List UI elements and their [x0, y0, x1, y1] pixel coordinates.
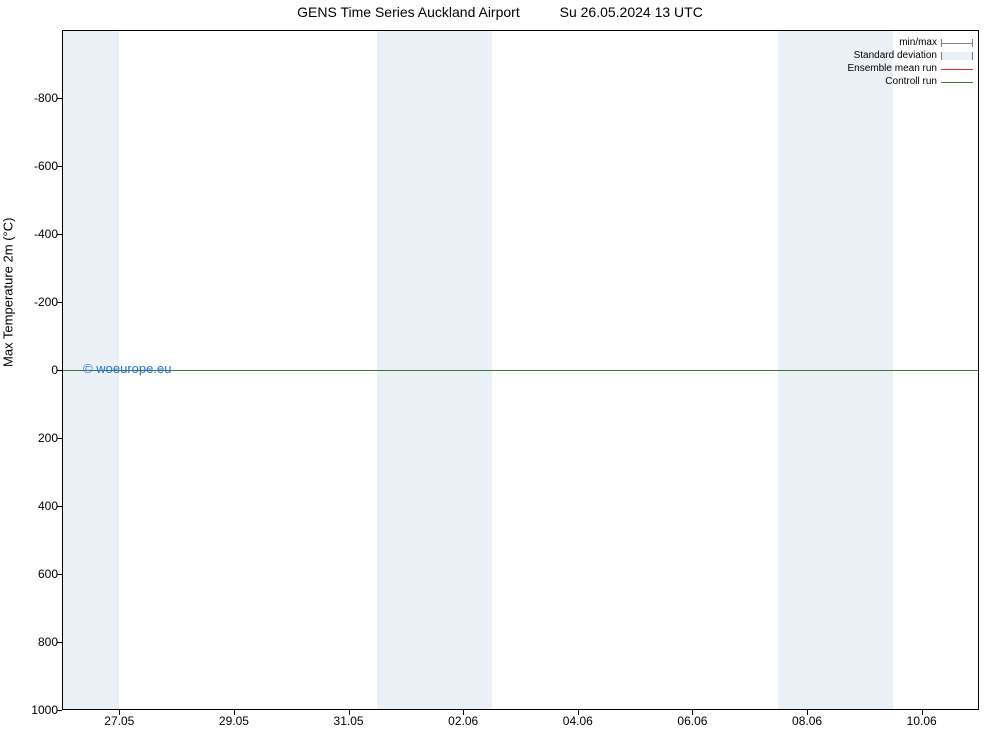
- legend-item-label: min/max: [899, 37, 941, 48]
- y-tick-label: 400: [38, 499, 58, 513]
- y-tick-label: -800: [34, 91, 58, 105]
- legend-swatch: [941, 51, 973, 61]
- watermark-text: © woeurope.eu: [83, 361, 171, 376]
- chart-title-right: Su 26.05.2024 13 UTC: [560, 4, 703, 20]
- x-tick-mark: [234, 710, 235, 715]
- chart-plot-area: © woeurope.eu min/max Standard deviation E…: [62, 30, 979, 710]
- y-tick-mark: [57, 438, 62, 439]
- x-tick-mark: [578, 710, 579, 715]
- x-tick-mark: [692, 710, 693, 715]
- legend-swatch: [941, 38, 973, 48]
- y-tick-mark: [57, 234, 62, 235]
- legend-item: min/max: [848, 36, 974, 49]
- x-tick-mark: [922, 710, 923, 715]
- chart-title-left: GENS Time Series Auckland Airport: [297, 4, 520, 20]
- y-axis-label: Max Temperature 2m (°C): [1, 217, 16, 366]
- x-tick-label: 31.05: [334, 714, 364, 728]
- x-tick-label: 08.06: [792, 714, 822, 728]
- x-tick-mark: [119, 710, 120, 715]
- y-tick-mark: [57, 642, 62, 643]
- legend-swatch: [941, 64, 973, 74]
- y-tick-label: -200: [34, 295, 58, 309]
- y-tick-label: 600: [38, 567, 58, 581]
- legend-item: Ensemble mean run: [848, 62, 974, 75]
- y-tick-mark: [57, 302, 62, 303]
- x-tick-label: 04.06: [563, 714, 593, 728]
- x-tick-mark: [463, 710, 464, 715]
- y-tick-mark: [57, 506, 62, 507]
- y-tick-label: 800: [38, 635, 58, 649]
- legend-swatch: [941, 77, 973, 87]
- y-tick-mark: [57, 710, 62, 711]
- y-tick-mark: [57, 98, 62, 99]
- y-tick-label: -400: [34, 227, 58, 241]
- y-tick-label: -600: [34, 159, 58, 173]
- legend-item-label: Standard deviation: [854, 50, 941, 61]
- x-tick-label: 29.05: [219, 714, 249, 728]
- x-tick-mark: [349, 710, 350, 715]
- legend-item: Controll run: [848, 75, 974, 88]
- chart-title-row: GENS Time Series Auckland Airport Su 26.…: [0, 4, 1000, 20]
- y-tick-label: 200: [38, 431, 58, 445]
- x-tick-label: 06.06: [677, 714, 707, 728]
- y-tick-mark: [57, 370, 62, 371]
- legend-item-label: Controll run: [885, 76, 941, 87]
- y-tick-label: 1000: [31, 703, 58, 717]
- x-tick-label: 10.06: [907, 714, 937, 728]
- y-tick-mark: [57, 166, 62, 167]
- y-tick-mark: [57, 574, 62, 575]
- legend-item-label: Ensemble mean run: [848, 63, 942, 74]
- x-tick-label: 27.05: [104, 714, 134, 728]
- legend-item: Standard deviation: [848, 49, 974, 62]
- x-tick-mark: [807, 710, 808, 715]
- chart-legend: min/max Standard deviation Ensemble mean r…: [848, 36, 974, 88]
- x-tick-label: 02.06: [448, 714, 478, 728]
- zero-reference-line: [62, 370, 979, 371]
